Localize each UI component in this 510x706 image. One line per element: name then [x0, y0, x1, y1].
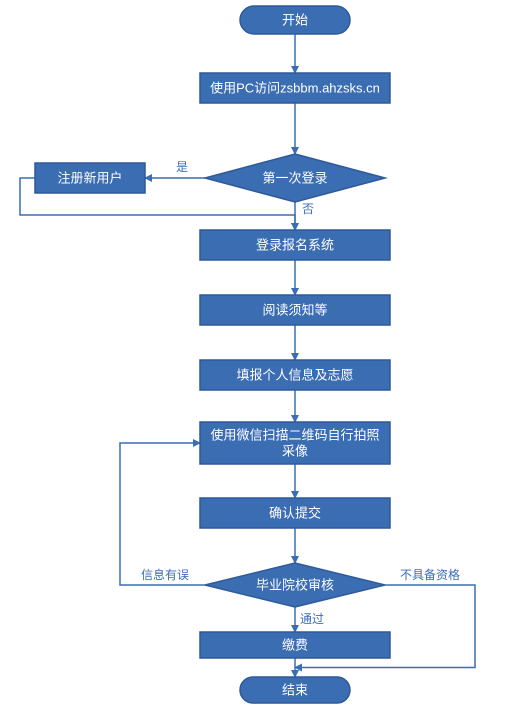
edge-label: 通过: [300, 612, 324, 626]
node-label: 开始: [282, 12, 308, 27]
edge-label: 否: [302, 202, 314, 216]
node-label: 采像: [282, 443, 308, 458]
node-label: 登录报名系统: [256, 237, 334, 252]
node-label: 使用微信扫描二维码自行拍照: [210, 427, 379, 442]
node-label: 毕业院校审核: [256, 577, 334, 592]
edge-label: 是: [176, 160, 188, 174]
node-label: 注册新用户: [57, 170, 122, 185]
node-label: 确认提交: [269, 505, 321, 520]
edge-label: 信息有误: [141, 567, 189, 582]
node-label: 填报个人信息及志愿: [236, 367, 353, 382]
edge-label: 不具备资格: [400, 567, 460, 582]
node-label: 结束: [282, 682, 308, 697]
node-label: 阅读须知等: [262, 302, 327, 317]
node-label: 缴费: [282, 637, 308, 652]
node-label: 使用PC访问zsbbm.ahzsks.cn: [210, 80, 380, 95]
flowchart: 是否通过 信息有误 不具备资格 开始使用PC访问zsbbm.ahzsks.cn 第一次登…: [0, 0, 510, 706]
node-label: 第一次登录: [262, 170, 327, 185]
edge: [120, 443, 205, 585]
